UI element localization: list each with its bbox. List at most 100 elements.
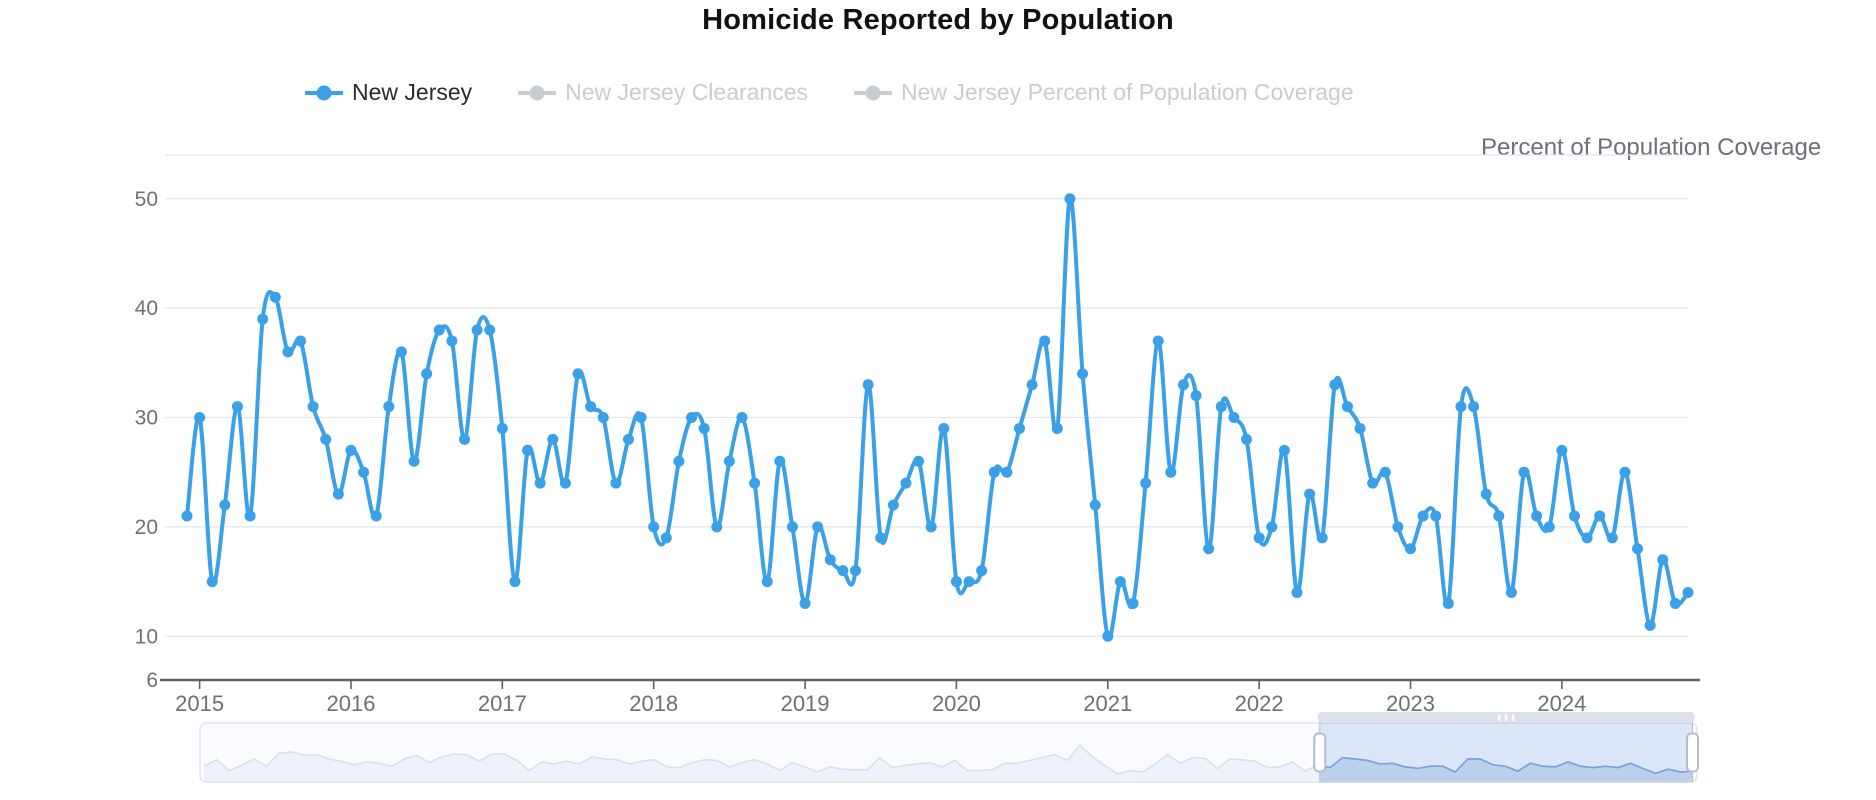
- data-point[interactable]: [913, 455, 925, 467]
- data-point[interactable]: [496, 422, 508, 434]
- data-point[interactable]: [1468, 401, 1480, 413]
- data-point[interactable]: [206, 576, 218, 588]
- data-point[interactable]: [1291, 587, 1303, 598]
- data-point[interactable]: [269, 291, 281, 303]
- data-point[interactable]: [1379, 466, 1391, 478]
- data-point[interactable]: [257, 313, 269, 325]
- data-point[interactable]: [1405, 543, 1417, 555]
- data-zoom-slider[interactable]: [199, 712, 1700, 783]
- data-point[interactable]: [1253, 532, 1265, 544]
- data-point[interactable]: [1316, 532, 1328, 544]
- data-point[interactable]: [862, 379, 874, 391]
- data-point[interactable]: [1682, 587, 1694, 598]
- data-point[interactable]: [1089, 499, 1101, 511]
- data-point[interactable]: [850, 565, 862, 577]
- data-point[interactable]: [1619, 466, 1631, 478]
- data-point[interactable]: [723, 455, 735, 467]
- data-point[interactable]: [559, 477, 571, 489]
- data-point[interactable]: [194, 412, 206, 423]
- data-point[interactable]: [887, 499, 899, 511]
- data-point[interactable]: [1505, 587, 1517, 598]
- data-point[interactable]: [988, 466, 1000, 478]
- data-point[interactable]: [1493, 510, 1505, 522]
- legend-item-new-jersey[interactable]: New Jersey: [305, 79, 472, 106]
- data-point[interactable]: [295, 335, 307, 347]
- data-point[interactable]: [1480, 488, 1492, 500]
- data-point[interactable]: [1354, 422, 1366, 434]
- data-point[interactable]: [1657, 554, 1669, 566]
- data-point[interactable]: [1417, 510, 1429, 522]
- data-point[interactable]: [761, 576, 773, 588]
- data-point[interactable]: [458, 433, 470, 445]
- data-point[interactable]: [1367, 477, 1379, 489]
- data-point[interactable]: [1127, 597, 1139, 609]
- data-point[interactable]: [408, 455, 420, 467]
- data-point[interactable]: [1013, 422, 1025, 434]
- data-point[interactable]: [622, 433, 634, 445]
- data-point[interactable]: [244, 510, 256, 522]
- data-point[interactable]: [320, 433, 332, 445]
- data-point[interactable]: [1430, 510, 1442, 522]
- data-point[interactable]: [231, 401, 243, 413]
- data-point[interactable]: [181, 510, 193, 522]
- data-point[interactable]: [1177, 379, 1189, 391]
- data-point[interactable]: [572, 368, 584, 380]
- data-point[interactable]: [1039, 335, 1051, 347]
- data-point[interactable]: [660, 532, 672, 544]
- data-point[interactable]: [1556, 444, 1568, 456]
- data-point[interactable]: [219, 499, 231, 511]
- data-point[interactable]: [1165, 466, 1177, 478]
- data-point[interactable]: [786, 521, 798, 533]
- data-point[interactable]: [799, 597, 811, 609]
- data-point[interactable]: [1632, 543, 1644, 555]
- data-point[interactable]: [686, 412, 698, 423]
- data-point[interactable]: [282, 346, 294, 358]
- data-point[interactable]: [1581, 532, 1593, 544]
- data-point[interactable]: [1341, 401, 1353, 413]
- data-point[interactable]: [1203, 543, 1215, 555]
- data-point[interactable]: [938, 422, 950, 434]
- data-point[interactable]: [1568, 510, 1580, 522]
- data-point[interactable]: [1644, 619, 1656, 631]
- data-point[interactable]: [446, 335, 458, 347]
- data-point[interactable]: [1543, 521, 1555, 533]
- data-point[interactable]: [307, 401, 319, 413]
- data-point[interactable]: [976, 565, 988, 577]
- data-point[interactable]: [749, 477, 761, 489]
- data-point[interactable]: [370, 510, 382, 522]
- data-point[interactable]: [950, 576, 962, 588]
- data-point[interactable]: [585, 401, 597, 413]
- data-point[interactable]: [484, 324, 496, 336]
- data-point[interactable]: [875, 532, 887, 544]
- data-point[interactable]: [1531, 510, 1543, 522]
- data-point[interactable]: [1051, 422, 1063, 434]
- data-point[interactable]: [522, 444, 534, 456]
- data-point[interactable]: [673, 455, 685, 467]
- data-point[interactable]: [1077, 368, 1089, 380]
- data-point[interactable]: [900, 477, 912, 489]
- legend-item-new-jersey-clearances[interactable]: New Jersey Clearances: [518, 79, 808, 106]
- data-point[interactable]: [383, 401, 395, 413]
- slider-handle-right[interactable]: [1686, 732, 1700, 773]
- data-point[interactable]: [1190, 390, 1202, 402]
- data-point[interactable]: [1278, 444, 1290, 456]
- data-point[interactable]: [1518, 466, 1530, 478]
- data-point[interactable]: [1455, 401, 1467, 413]
- data-point[interactable]: [648, 521, 660, 533]
- data-point[interactable]: [698, 422, 710, 434]
- data-point[interactable]: [395, 346, 407, 358]
- data-point[interactable]: [1266, 521, 1278, 533]
- data-point[interactable]: [1114, 576, 1126, 588]
- data-point[interactable]: [1215, 401, 1227, 413]
- data-point[interactable]: [597, 412, 609, 423]
- data-point[interactable]: [1442, 597, 1454, 609]
- data-point[interactable]: [433, 324, 445, 336]
- data-point[interactable]: [774, 455, 786, 467]
- data-point[interactable]: [421, 368, 433, 380]
- data-point[interactable]: [736, 412, 748, 423]
- data-point[interactable]: [1140, 477, 1152, 489]
- data-point[interactable]: [332, 488, 344, 500]
- data-point[interactable]: [1102, 630, 1114, 642]
- data-point[interactable]: [824, 554, 836, 566]
- data-point[interactable]: [509, 576, 521, 588]
